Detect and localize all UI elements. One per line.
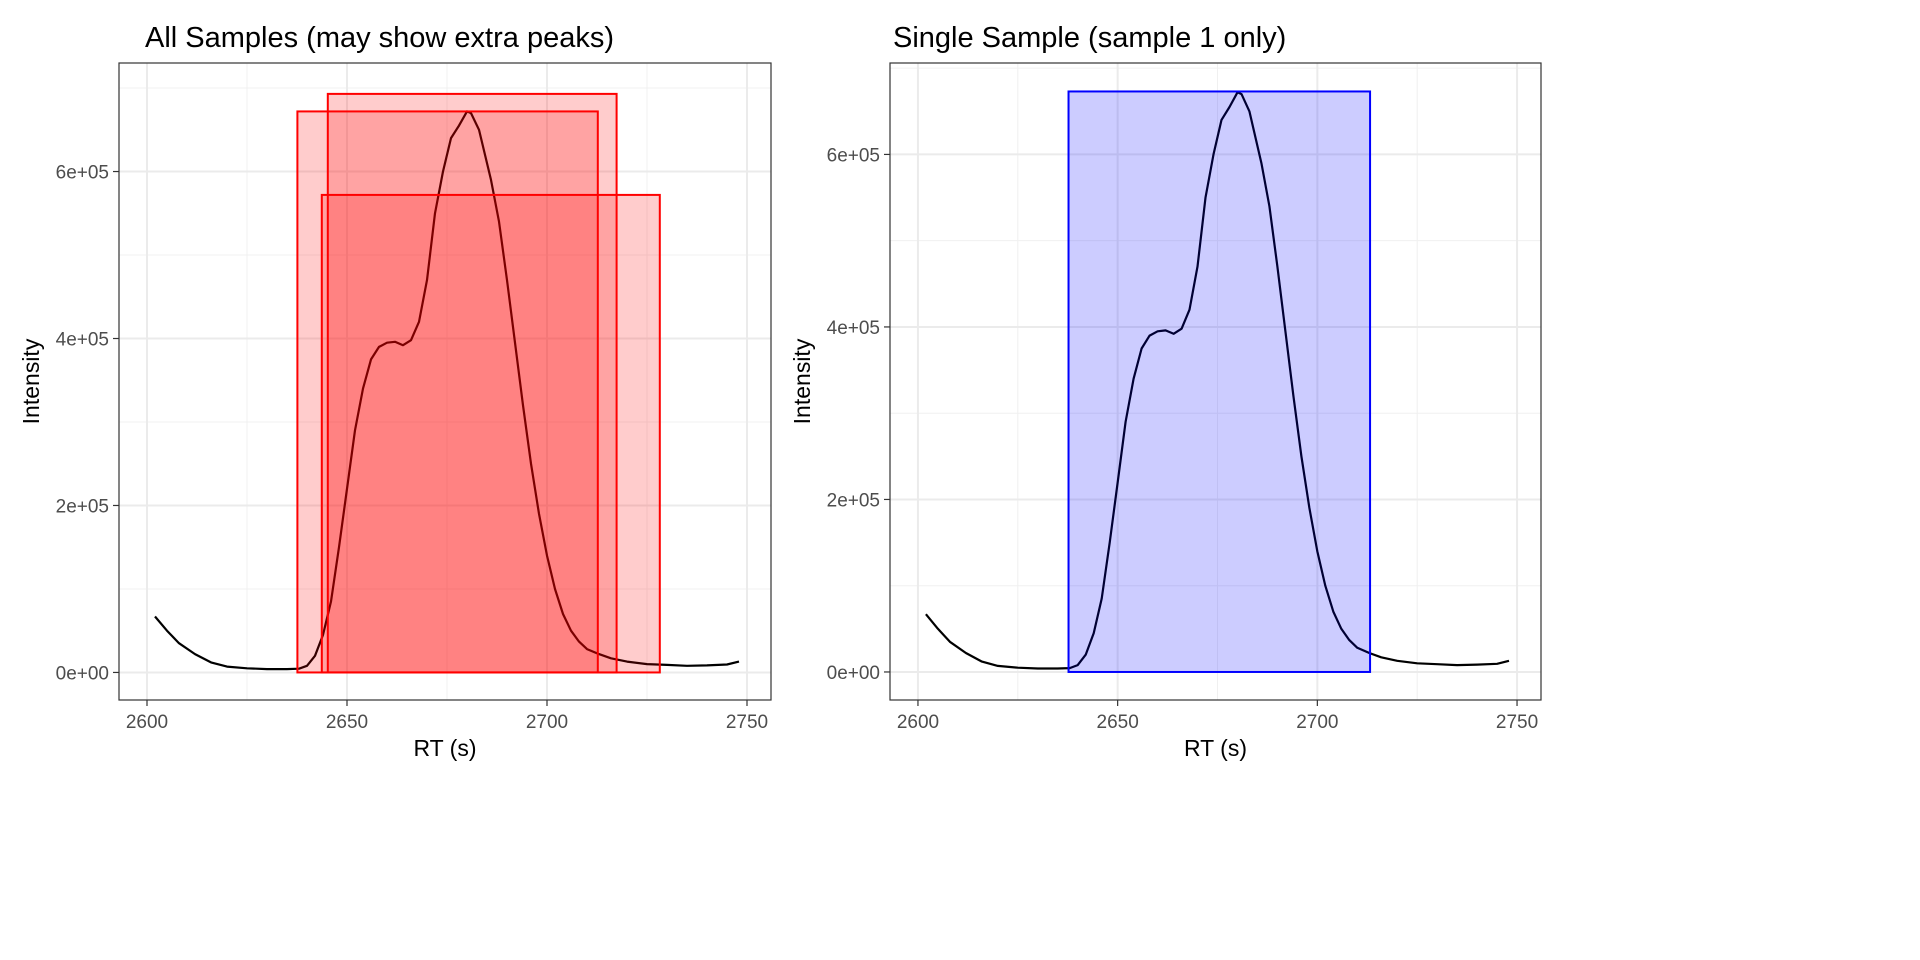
y-tick-label: 2e+05 <box>827 490 880 511</box>
x-axis-label: RT (s) <box>413 735 476 761</box>
peak-rect-3 <box>320 193 661 674</box>
panel-2: 2600 2650 2700 2750 0e+00 2e+05 4e+05 6e+05 Sing… <box>789 22 1542 761</box>
x-tick-label: 2750 <box>726 712 768 733</box>
y-tick-label: 0e+00 <box>827 663 880 684</box>
y-tick-label: 0e+00 <box>56 663 109 684</box>
x-tick-label: 2600 <box>126 712 168 733</box>
peak-rect-1 <box>1067 90 1372 673</box>
chart-title: Single Sample (sample 1 only) <box>893 22 1286 54</box>
panel-border <box>889 62 1542 701</box>
intensity-curve <box>154 110 740 671</box>
chart-title: All Samples (may show extra peaks) <box>145 22 614 54</box>
x-tick-label: 2650 <box>326 712 368 733</box>
y-tick-label: 4e+05 <box>827 318 880 339</box>
y-axis-label: Intensity <box>789 338 815 424</box>
x-tick-label: 2600 <box>897 712 939 733</box>
panel-border <box>118 62 772 701</box>
panel-1: 2600 2650 2700 2750 0e+00 2e+05 4e+05 6e+05 All … <box>18 22 772 761</box>
peak-rect-2 <box>326 92 618 674</box>
y-tick-label: 6e+05 <box>56 163 109 184</box>
y-tick-label: 4e+05 <box>56 330 109 351</box>
y-tick-label: 6e+05 <box>827 145 880 166</box>
y-tick-label: 2e+05 <box>56 496 109 517</box>
intensity-curve <box>925 91 1510 670</box>
x-tick-label: 2650 <box>1097 712 1139 733</box>
plot-background <box>119 63 771 700</box>
x-axis-label: RT (s) <box>1184 735 1247 761</box>
plot-background <box>890 63 1541 700</box>
x-tick-label: 2700 <box>526 712 568 733</box>
x-tick-label: 2700 <box>1296 712 1338 733</box>
peak-rect-1 <box>296 110 599 674</box>
y-axis-label: Intensity <box>18 338 44 424</box>
x-tick-label: 2750 <box>1496 712 1538 733</box>
